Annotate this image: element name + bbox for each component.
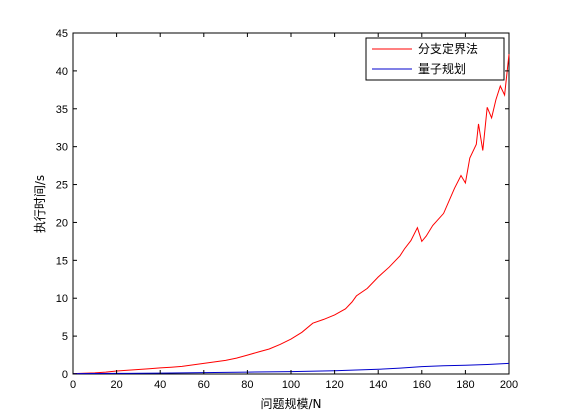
y-axis-label: 执行时间/s [33, 175, 47, 233]
legend-label-quantum-programming: 量子规划 [418, 61, 466, 76]
y-tick-label: 0 [62, 369, 68, 381]
axes: 0 20 40 60 80 100 120 140 160 180 200 0 5 10 15 20 25 30 3… [56, 28, 518, 391]
y-tick-label: 10 [56, 293, 68, 305]
y-tick-label: 30 [56, 142, 68, 154]
legend: 分支定界法 量子规划 [365, 37, 505, 81]
x-tick-label: 80 [241, 379, 253, 391]
y-tick-label: 40 [56, 66, 68, 78]
x-tick-label: 60 [198, 379, 210, 391]
series-line-quantum-programming [72, 362, 510, 375]
y-tick-label: 20 [56, 217, 68, 229]
y-tick-label: 5 [62, 331, 68, 343]
y-tick-label: 45 [56, 28, 68, 40]
x-axis-label: 问题规模/N [260, 396, 321, 411]
y-tick-label: 25 [56, 180, 68, 192]
x-tick-label: 40 [154, 379, 166, 391]
legend-label-branch-and-bound: 分支定界法 [418, 41, 478, 56]
x-tick-label: 140 [369, 379, 387, 391]
x-tick-label: 20 [110, 379, 122, 391]
series-layer [72, 54, 510, 375]
x-tick-label: 160 [413, 379, 431, 391]
x-tick-label: 100 [282, 379, 300, 391]
series-line-branch-and-bound [72, 54, 510, 375]
x-tick-label: 120 [325, 379, 343, 391]
legend-box [365, 37, 505, 81]
y-tick-label: 15 [56, 255, 68, 267]
plot-area [72, 32, 510, 375]
y-tick-label: 35 [56, 104, 68, 116]
x-tick-label: 180 [456, 379, 474, 391]
x-tick-label: 200 [500, 379, 518, 391]
x-tick-label: 0 [70, 379, 76, 391]
